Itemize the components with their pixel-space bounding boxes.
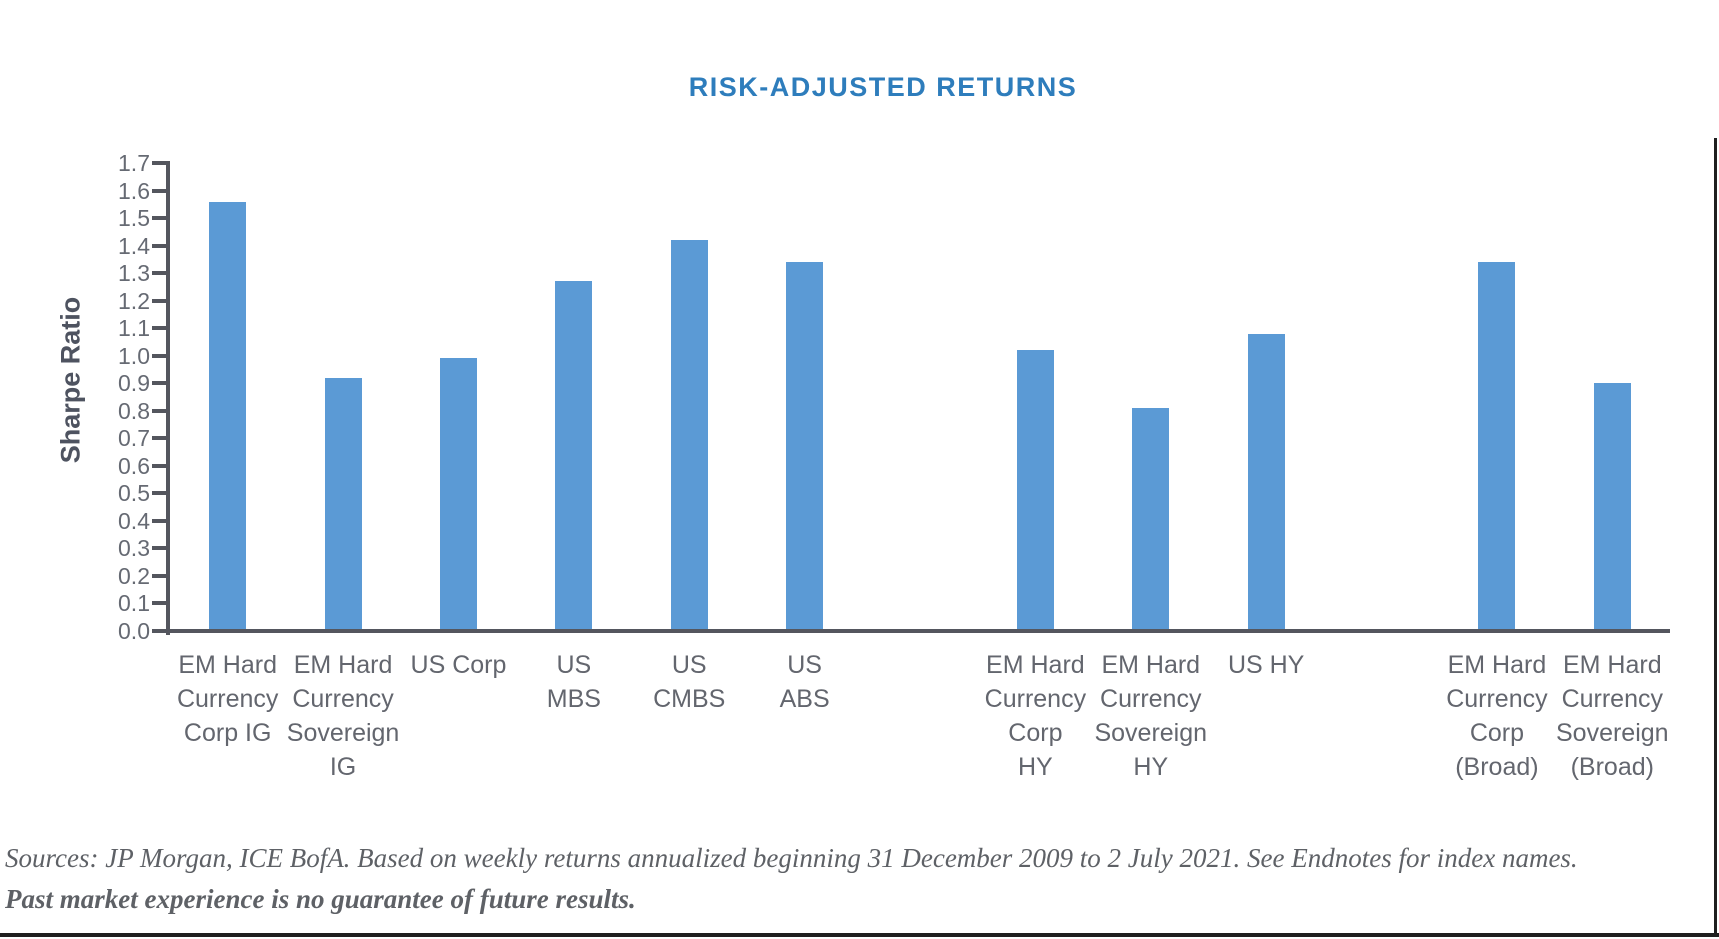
y-tick-label: 0.1	[118, 590, 150, 617]
y-tick-label: 0.7	[118, 425, 150, 452]
y-tick	[152, 298, 166, 303]
y-tick	[152, 243, 166, 248]
x-axis-label: EM Hard Currency Corp (Broad)	[1446, 651, 1548, 781]
bar	[1132, 408, 1170, 631]
y-tick	[152, 629, 166, 633]
y-tick	[152, 216, 166, 221]
y-tick	[152, 463, 166, 468]
x-axis-label: EM Hard Currency Sovereign (Broad)	[1556, 651, 1669, 781]
right-border	[1714, 138, 1717, 937]
chart-title: RISK-ADJUSTED RETURNS	[688, 72, 1078, 102]
x-axis-line	[166, 629, 1670, 633]
bar	[555, 281, 593, 631]
bar	[439, 358, 477, 631]
y-tick-label: 1.3	[118, 260, 150, 287]
x-axis-label: US CMBS	[653, 651, 726, 713]
y-tick	[152, 546, 166, 551]
y-tick	[152, 188, 166, 193]
y-tick	[152, 326, 166, 331]
source-note: Sources: JP Morgan, ICE BofA. Based on w…	[5, 843, 1578, 873]
y-tick-label: 0.2	[118, 562, 150, 589]
y-tick-label: 0.8	[118, 397, 150, 424]
bar	[324, 377, 362, 631]
y-tick	[152, 408, 166, 413]
y-tick-label: 0.5	[118, 480, 150, 507]
y-tick	[152, 518, 166, 523]
y-tick	[152, 381, 166, 386]
bar	[1478, 262, 1516, 631]
y-tick-label: 1.2	[118, 287, 150, 314]
x-axis-label: US ABS	[779, 651, 830, 713]
y-tick-label: 0.4	[118, 507, 150, 534]
y-tick	[152, 353, 166, 358]
bar	[1016, 350, 1054, 631]
y-axis-title: Sharpe Ratio	[55, 296, 86, 464]
y-tick-label: 0.9	[118, 370, 150, 397]
bar	[209, 201, 247, 631]
x-axis-label: EM Hard Currency Corp IG	[176, 651, 279, 747]
bar	[670, 240, 708, 631]
y-tick	[152, 601, 166, 606]
x-axis-label: EM Hard Currency Sovereign IG	[286, 651, 400, 781]
bottom-border	[0, 933, 1719, 937]
y-tick-label: 0.3	[118, 535, 150, 562]
x-axis-label: US HY	[1227, 651, 1305, 679]
y-tick-label: 0.6	[118, 452, 150, 479]
y-tick-label: 0.0	[118, 618, 150, 644]
x-axis-label: EM Hard Currency Sovereign HY	[1094, 651, 1208, 781]
x-axis-label: EM Hard Currency Corp HY	[984, 651, 1087, 781]
y-axis-line	[166, 160, 170, 635]
disclaimer-note: Past market experience is no guarantee o…	[5, 884, 636, 914]
y-tick-label: 1.5	[118, 205, 150, 232]
y-tick	[152, 160, 166, 165]
y-tick	[152, 271, 166, 276]
y-tick-label: 1.4	[118, 232, 150, 259]
y-tick	[152, 436, 166, 441]
x-axis-label: US Corp	[410, 651, 507, 679]
bar	[1247, 333, 1285, 631]
y-tick	[152, 573, 166, 578]
y-tick-label: 1.0	[118, 342, 150, 369]
y-tick-label: 1.7	[118, 149, 150, 176]
y-tick-label: 1.1	[118, 315, 150, 342]
y-tick	[152, 491, 166, 496]
bar	[1593, 383, 1631, 631]
y-tick-label: 1.6	[118, 177, 150, 204]
x-axis-label: US MBS	[546, 651, 601, 713]
bar	[786, 262, 824, 631]
